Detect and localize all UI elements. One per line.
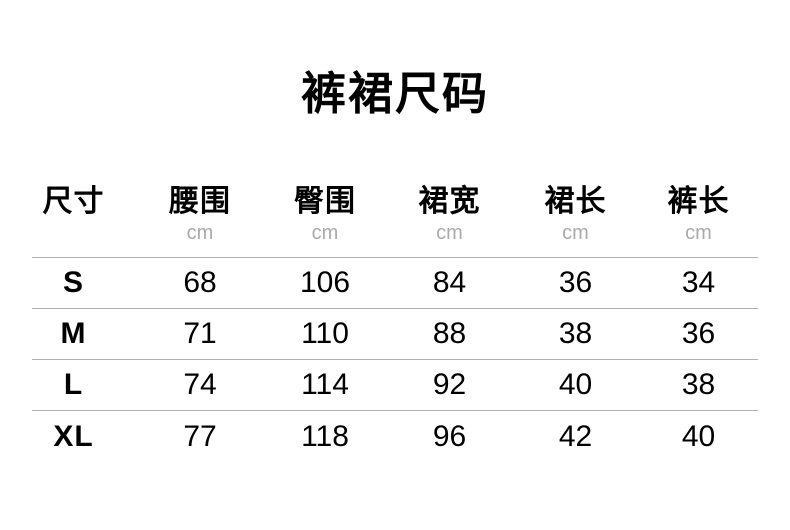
waist-value: 71: [183, 317, 217, 350]
waist-value: 77: [183, 419, 217, 453]
skirt-width-value: 92: [432, 368, 467, 401]
skirt-length-value: 40: [558, 368, 593, 401]
hip-value: 106: [299, 266, 351, 299]
column-unit: cm: [186, 222, 214, 244]
header-cell-size: 尺寸: [32, 182, 137, 257]
page-title: 裤裙尺码: [300, 68, 489, 119]
table-row-xl: XL 77 118 96 42 40: [32, 411, 758, 462]
skirt-length-value: 42: [558, 419, 593, 453]
pants-length-value: 38: [681, 368, 716, 401]
table-row-s: S 68 106 84 36 34: [32, 258, 758, 309]
pants-length-value: 34: [681, 266, 716, 299]
table-header-row: 尺寸 腰围 cm 臀围 cm 裙宽 cm 裙长 cm 裤长 cm: [32, 182, 758, 258]
waist-value: 74: [183, 368, 217, 401]
column-label: 裙长: [544, 185, 607, 218]
skirt-width-value: 88: [432, 317, 467, 350]
size-label: S: [62, 266, 84, 299]
size-table: 尺寸 腰围 cm 臀围 cm 裙宽 cm 裙长 cm 裤长 cm S 68 10…: [32, 182, 758, 462]
pants-length-value: 36: [681, 317, 716, 350]
header-cell-skirt-length: 裙长 cm: [512, 182, 639, 257]
column-label: 腰围: [169, 185, 231, 218]
column-label: 臀围: [294, 185, 356, 218]
column-unit: cm: [436, 222, 463, 244]
skirt-length-value: 38: [558, 317, 593, 350]
table-row-m: M 71 110 88 38 36: [32, 309, 758, 360]
size-label: M: [60, 317, 87, 350]
size-label: XL: [53, 419, 94, 453]
header-cell-waist: 腰围 cm: [137, 182, 263, 257]
hip-value: 118: [301, 419, 349, 453]
table-row-l: L 74 114 92 40 38: [32, 360, 758, 411]
column-unit: cm: [562, 222, 589, 244]
pants-length-value: 40: [681, 419, 716, 453]
header-cell-skirt-width: 裙宽 cm: [387, 182, 512, 257]
column-label: 裤长: [667, 185, 730, 218]
header-cell-hip: 臀围 cm: [263, 182, 387, 257]
skirt-width-value: 84: [432, 266, 467, 299]
waist-value: 68: [183, 266, 217, 299]
column-unit: cm: [311, 222, 339, 244]
column-label: 尺寸: [42, 185, 105, 218]
skirt-length-value: 36: [558, 266, 593, 299]
hip-value: 114: [301, 368, 349, 401]
column-unit: cm: [685, 222, 712, 244]
hip-value: 110: [301, 317, 349, 350]
column-label: 裙宽: [418, 185, 481, 218]
skirt-width-value: 96: [432, 419, 467, 453]
size-label: L: [63, 368, 84, 401]
header-cell-pants-length: 裤长 cm: [639, 182, 758, 257]
